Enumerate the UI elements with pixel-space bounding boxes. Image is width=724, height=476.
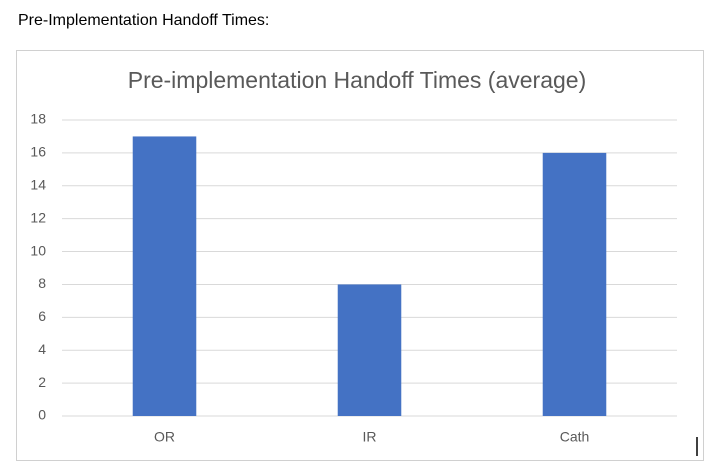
y-tick-label: 10 — [30, 242, 46, 258]
y-tick-label: 12 — [30, 209, 46, 225]
y-tick-label: 14 — [30, 176, 46, 192]
bar — [132, 136, 197, 416]
x-tick-label: Cath — [560, 429, 590, 445]
y-tick-label: 18 — [30, 111, 46, 127]
y-tick-label: 6 — [38, 308, 46, 324]
y-tick-label: 2 — [38, 374, 46, 390]
x-tick-label: IR — [363, 429, 377, 445]
heading: Pre-Implementation Handoff Times: — [18, 12, 270, 29]
y-tick-label: 16 — [30, 144, 46, 160]
x-tick-label: OR — [154, 429, 175, 445]
bar — [337, 284, 402, 416]
y-tick-label: 4 — [38, 341, 46, 357]
y-tick-label: 0 — [38, 407, 46, 423]
y-tick-label: 8 — [38, 275, 46, 291]
chart-title: Pre-implementation Handoff Times (averag… — [128, 67, 587, 93]
bar — [542, 152, 607, 416]
